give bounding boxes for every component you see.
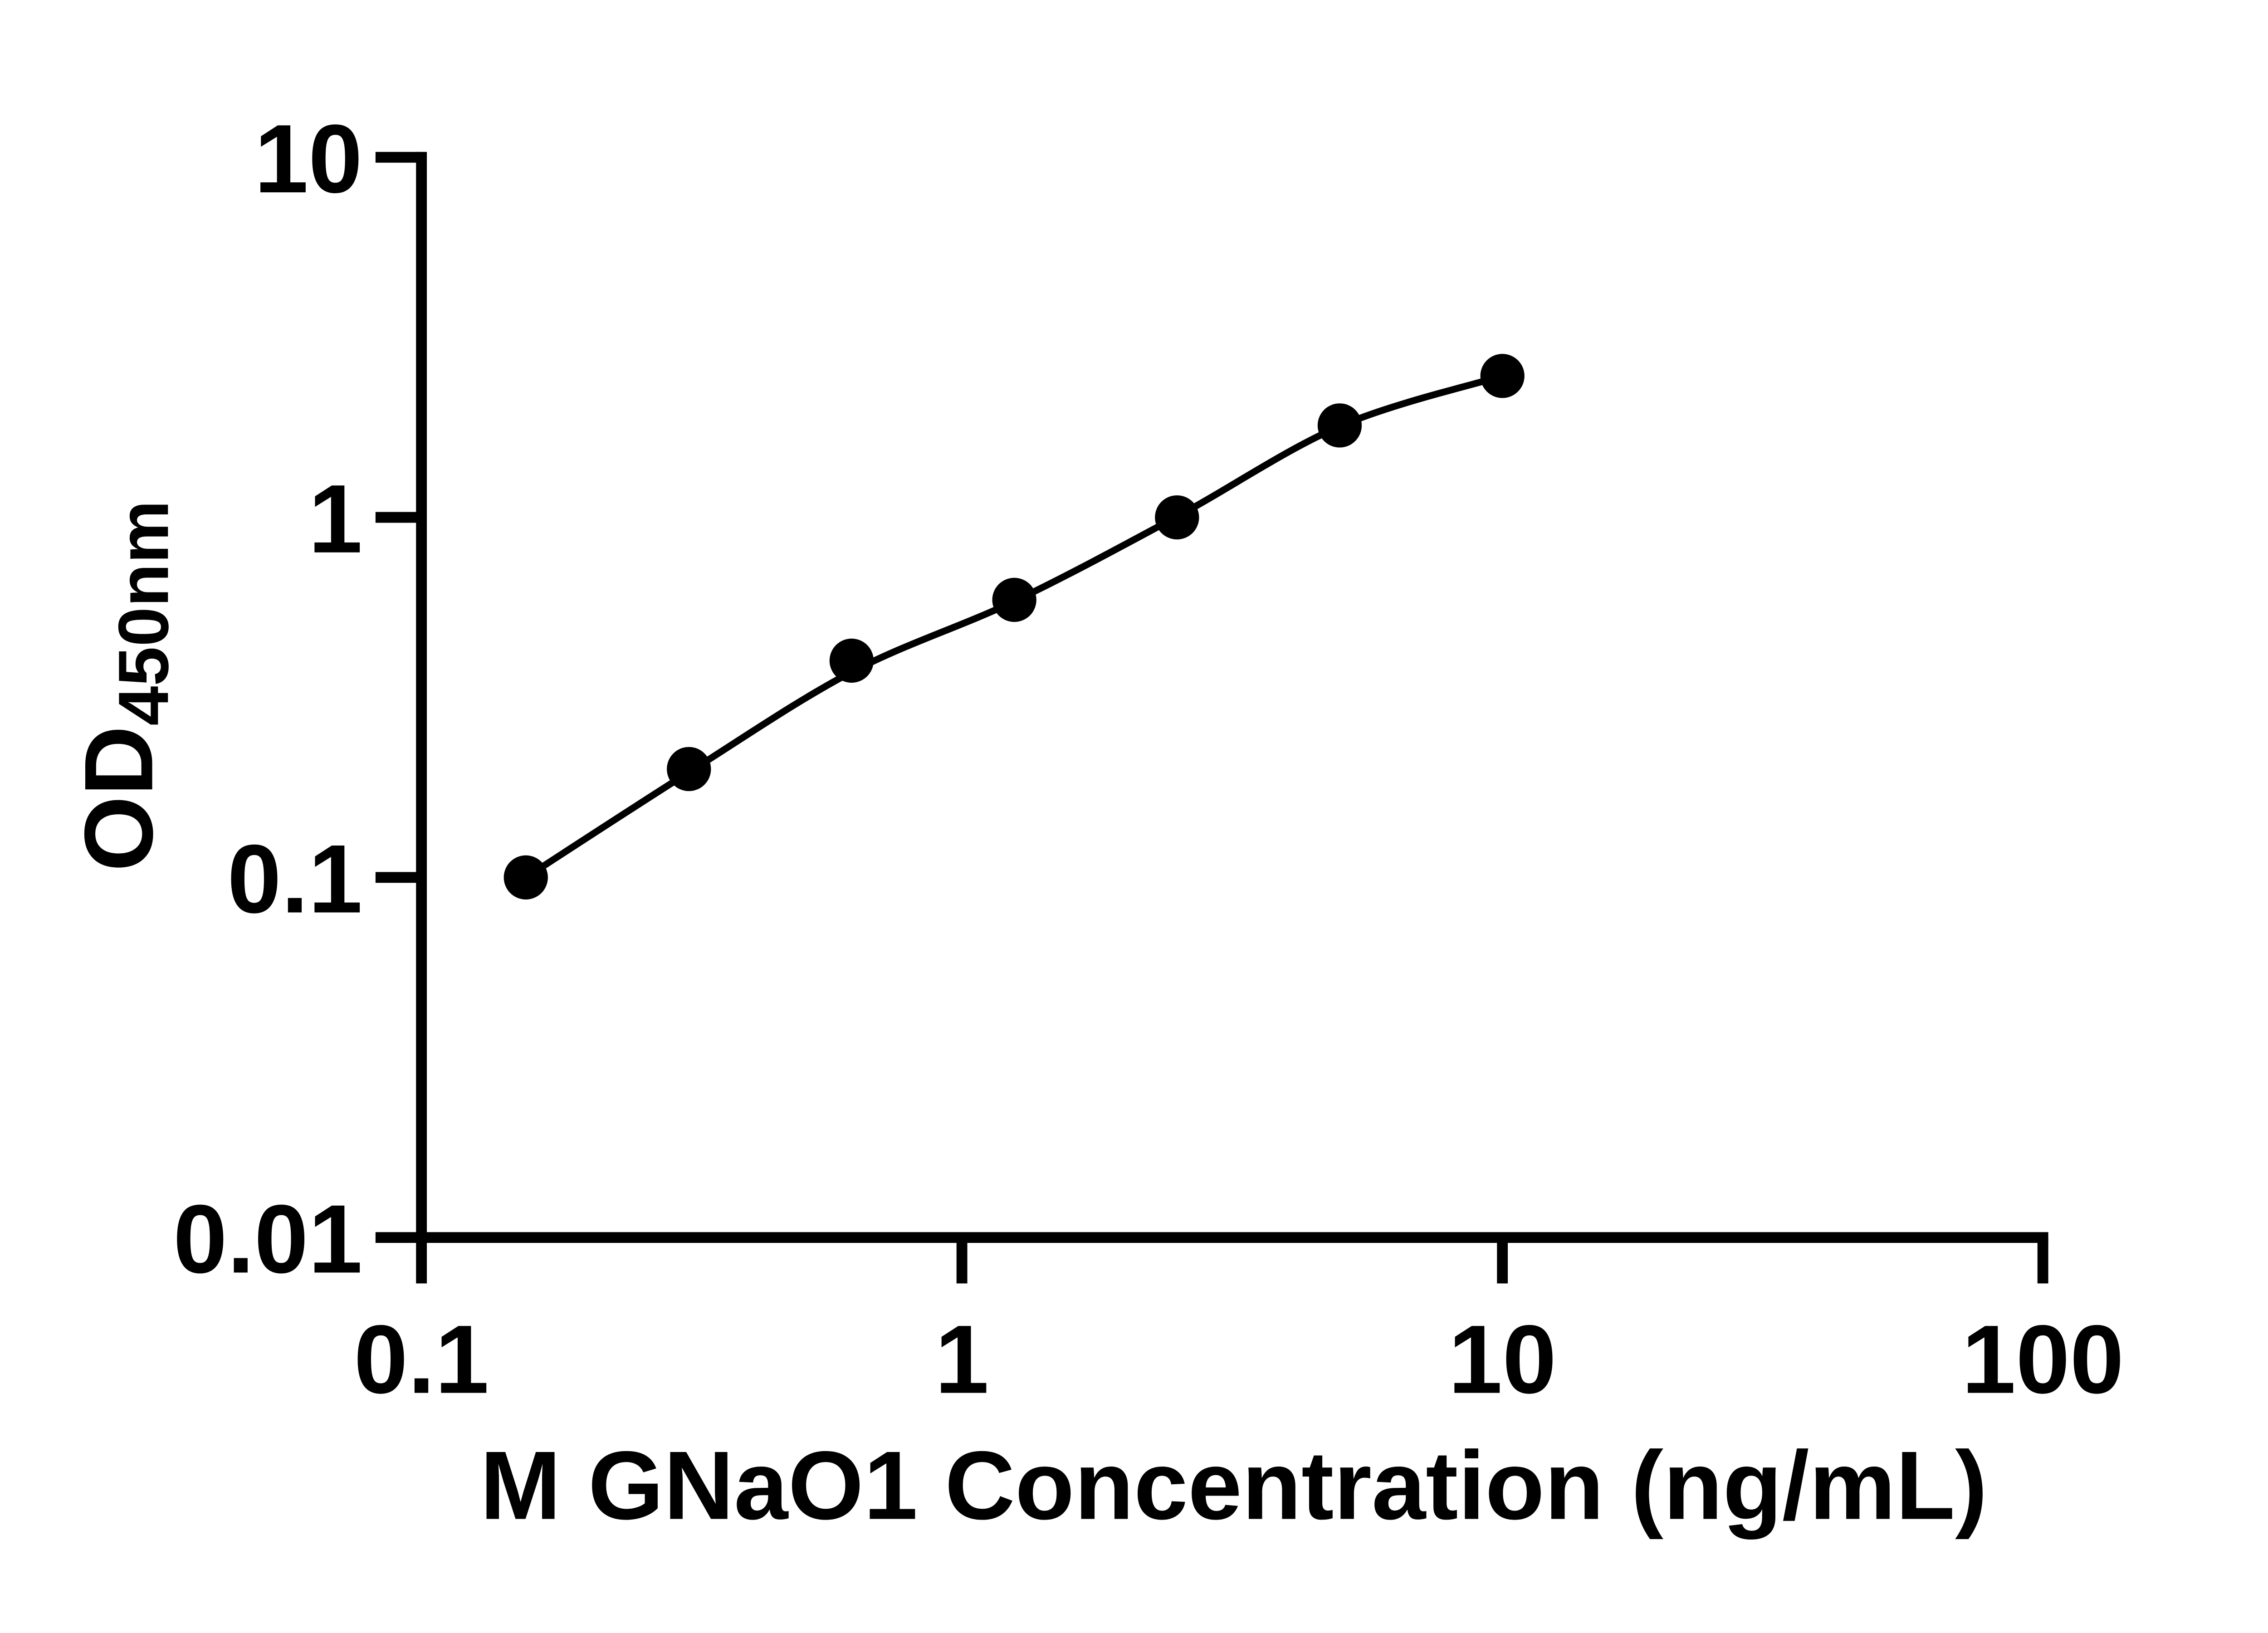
x-tick-label-100: 100 <box>1962 1305 2124 1414</box>
x-tick-label-1: 1 <box>935 1305 989 1414</box>
y-tick-label-0.1: 0.1 <box>227 825 362 934</box>
data-points <box>503 354 1525 900</box>
data-point-2.5ng-ml <box>1155 495 1199 540</box>
tick-marks <box>375 152 2048 1284</box>
data-point-10ng-ml <box>1480 354 1525 398</box>
data-point-0.156ng-ml <box>503 855 548 900</box>
y-axis-title-main: OD <box>65 726 173 872</box>
data-point-1.25ng-ml <box>992 577 1036 622</box>
x-tick-label-0.1: 0.1 <box>354 1305 489 1414</box>
axes <box>416 152 2048 1243</box>
fit-curve-line <box>524 372 1504 880</box>
x-axis-title: M GNaO1 Concentration (ng/mL) <box>480 1432 1987 1540</box>
y-tick-label-0.01: 0.01 <box>173 1185 362 1293</box>
data-point-5ng-ml <box>1317 403 1362 448</box>
y-axis-title: OD450nm <box>65 500 184 872</box>
data-point-0.625ng-ml <box>829 638 874 683</box>
data-point-0.3125ng-ml <box>667 747 711 792</box>
y-tick-label-10: 10 <box>254 105 362 213</box>
y-tick-label-1: 1 <box>308 465 362 573</box>
tick-labels: 0.1 1 10 100 10 1 0.1 0.01 <box>173 105 2124 1414</box>
x-tick-label-10: 10 <box>1448 1305 1557 1414</box>
y-axis-title-subscript: 450nm <box>104 500 183 726</box>
